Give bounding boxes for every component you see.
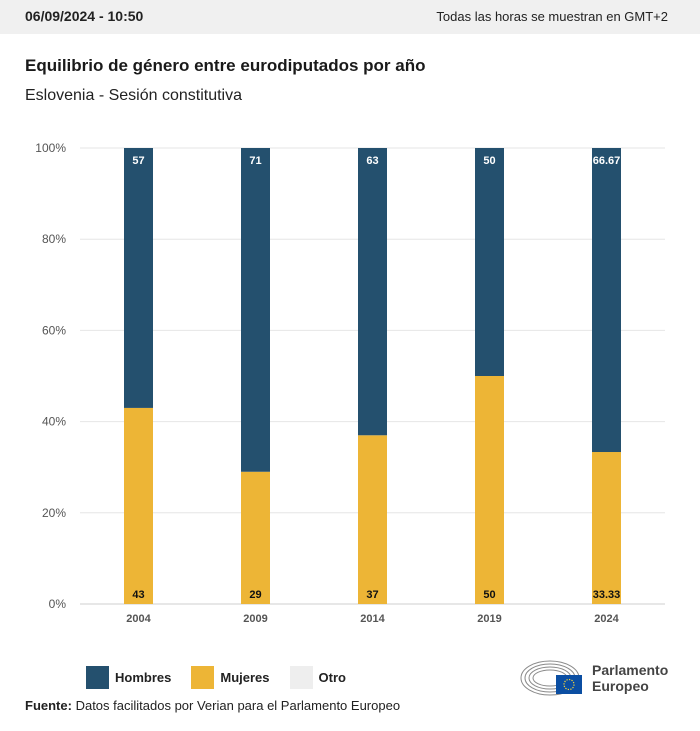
legend-item-hombres[interactable]: Hombres [86, 666, 171, 689]
source-text: Datos facilitados por Verian para el Par… [75, 698, 401, 713]
bar-mujeres [241, 471, 270, 604]
bar-mujeres [475, 376, 504, 604]
legend: Hombres Mujeres Otro [86, 666, 366, 689]
x-tick-label: 2004 [126, 613, 151, 625]
legend-label-otro: Otro [318, 670, 346, 685]
y-tick-label: 20% [42, 506, 66, 520]
chart-title: Equilibrio de género entre eurodiputados… [25, 56, 426, 75]
source-note: Fuente: Datos facilitados por Verian par… [25, 698, 400, 713]
logo-line-2: Europeo [592, 678, 649, 694]
bar-hombres [358, 148, 387, 436]
data-label-mujeres: 37 [366, 589, 378, 601]
legend-item-mujeres[interactable]: Mujeres [191, 666, 270, 689]
legend-item-otro[interactable]: Otro [289, 666, 346, 689]
timezone-note: Todas las horas se muestran en GMT+2 [436, 9, 668, 24]
data-label-hombres: 63 [366, 155, 378, 167]
y-tick-label: 60% [42, 323, 66, 337]
y-tick-label: 40% [42, 415, 66, 429]
legend-swatch-otro [289, 666, 313, 689]
data-label-hombres: 57 [132, 155, 144, 167]
hemicycle-flag-icon [520, 660, 582, 696]
data-label-hombres: 50 [483, 155, 495, 167]
y-tick-label: 80% [42, 232, 66, 246]
legend-label-hombres: Hombres [115, 670, 172, 685]
legend-swatch-mujeres [191, 666, 215, 689]
logo-line-1: Parlamento [592, 662, 669, 678]
data-label-hombres: 66.67 [593, 155, 621, 167]
bar-hombres [592, 148, 621, 453]
bar-hombres [124, 148, 153, 408]
data-label-mujeres: 29 [249, 589, 261, 601]
data-label-mujeres: 43 [132, 589, 144, 601]
bar-mujeres [124, 407, 153, 604]
legend-label-mujeres: Mujeres [220, 670, 270, 685]
x-tick-label: 2009 [243, 613, 267, 625]
y-tick-label: 100% [35, 141, 66, 155]
source-label: Fuente: [25, 698, 72, 713]
stacked-bar-chart: 0% 20% 40% 60% 80% 100% 57 43 2004 71 29 2009 63 37 20… [35, 141, 665, 625]
data-label-mujeres: 50 [483, 589, 495, 601]
bar-mujeres [358, 435, 387, 604]
x-tick-label: 2014 [360, 613, 385, 625]
bar-hombres [241, 148, 270, 472]
x-tick-label: 2024 [594, 613, 619, 625]
bar-hombres [475, 148, 504, 376]
top-bar: 06/09/2024 - 10:50 Todas las horas se mu… [0, 0, 700, 34]
chart-subtitle: Eslovenia - Sesión constitutiva [25, 87, 242, 104]
y-tick-label: 0% [49, 597, 67, 611]
data-label-hombres: 71 [249, 155, 261, 167]
datetime: 06/09/2024 - 10:50 [25, 8, 144, 24]
data-label-mujeres: 33.33 [593, 589, 621, 601]
parliament-logo: Parlamento Europeo [520, 658, 668, 698]
bar-mujeres [592, 452, 621, 604]
x-tick-label: 2019 [477, 613, 501, 625]
legend-swatch-hombres [86, 666, 109, 689]
